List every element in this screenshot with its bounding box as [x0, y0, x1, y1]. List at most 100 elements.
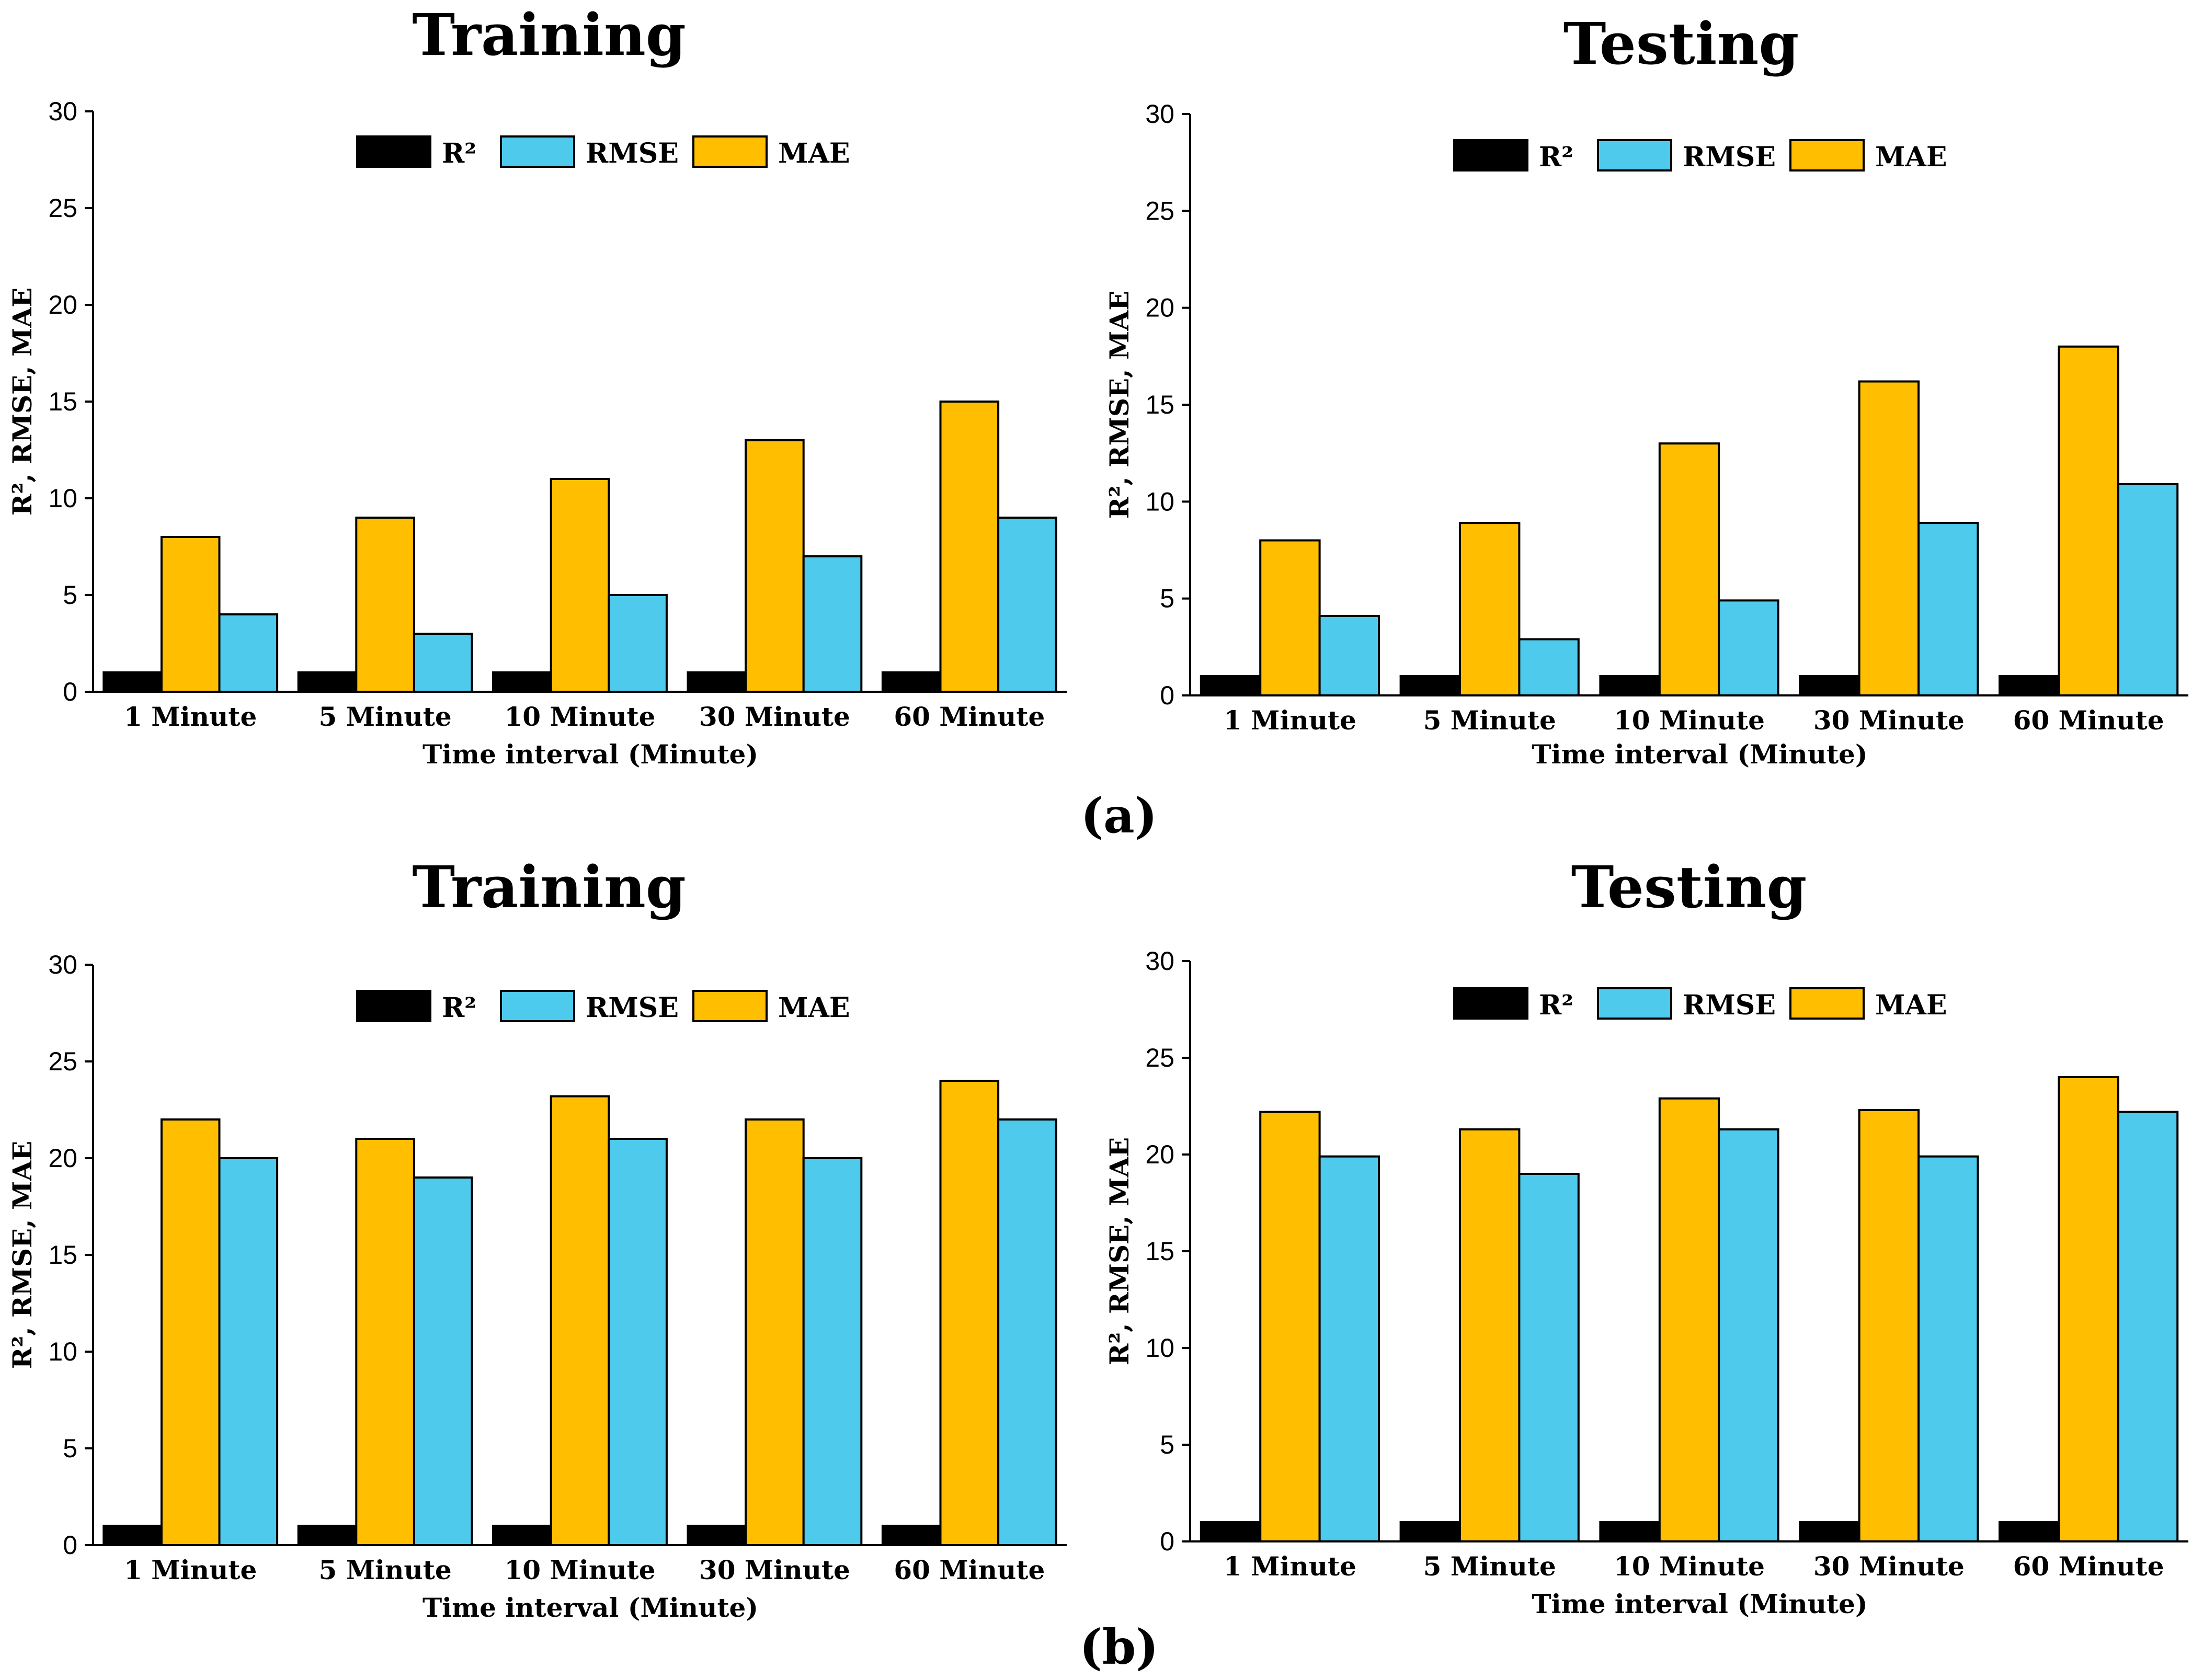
legend-swatch-r2 [356, 135, 431, 168]
bar-rmse-5 [997, 517, 1057, 693]
x-tick-label: 30 Minute [699, 1555, 850, 1585]
legend-label-r2: R² [442, 992, 476, 1024]
bar-mae-5 [2058, 345, 2119, 696]
y-tick-label: 0 [63, 1530, 77, 1560]
bar-r2-5 [1999, 675, 2060, 697]
y-axis-label: R², RMSE, MAE [7, 1141, 38, 1369]
y-tick-label: 30 [1145, 99, 1174, 129]
bar-r2-2 [1399, 675, 1462, 697]
bar-r2-4 [1799, 1521, 1860, 1542]
x-tick-label: 30 Minute [1813, 705, 1965, 736]
legend-swatch-r2 [356, 990, 431, 1022]
x-tick-label: 5 Minute [319, 1555, 452, 1585]
panel-label-b: (b) [1079, 1619, 1158, 1675]
y-tick-label: 0 [1160, 1527, 1174, 1556]
bar-rmse-1 [218, 1157, 279, 1546]
chart-2: Testing 0 5 10 15 20 25 30 R², RMSE, MAE 1 Minute… [1104, 10, 2188, 770]
x-axis-label: Time interval (Minute) [1532, 739, 1867, 770]
panel-label-a: (a) [1081, 787, 1158, 844]
y-axis-label: R², RMSE, MAE [1104, 291, 1135, 519]
legend-swatch-mae [1789, 987, 1865, 1020]
bar-rmse-1 [1318, 615, 1380, 696]
bar-rmse-3 [1718, 599, 1779, 696]
y-tick-label: 20 [48, 1144, 77, 1173]
x-tick-label: 1 Minute [1224, 1551, 1356, 1582]
legend: R² RMSE MAE [356, 990, 850, 1024]
bar-rmse-5 [2117, 1111, 2179, 1543]
x-tick-label: 10 Minute [505, 701, 656, 732]
bar-r2-4 [1799, 675, 1860, 697]
bar-mae-2 [355, 1138, 415, 1546]
bar-rmse-2 [1518, 638, 1580, 697]
y-tick-label: 15 [1145, 1237, 1174, 1266]
y-tick-label: 10 [48, 484, 77, 513]
bar-mae-1 [160, 1118, 221, 1546]
bar-mae-4 [745, 439, 805, 693]
legend-swatch-mae [692, 990, 768, 1022]
bar-r2-1 [102, 1525, 163, 1546]
bar-mae-2 [1459, 1128, 1521, 1542]
bar-mae-3 [1658, 1097, 1720, 1542]
y-tick-label: 0 [1160, 681, 1174, 710]
bar-mae-4 [1858, 380, 1920, 696]
bar-mae-2 [355, 517, 415, 693]
x-tick-label: 1 Minute [124, 1555, 257, 1585]
bar-r2-3 [492, 671, 552, 693]
bar-mae-3 [550, 1095, 610, 1547]
bar-mae-5 [939, 1080, 1000, 1546]
x-tick-label: 60 Minute [2013, 1551, 2164, 1582]
bar-rmse-5 [997, 1118, 1057, 1546]
legend-label-r2: R² [442, 138, 476, 169]
legend-label-r2: R² [1539, 989, 1573, 1021]
bar-r2-2 [297, 671, 358, 693]
bar-rmse-1 [1318, 1155, 1380, 1542]
x-axis-label: Time interval (Minute) [1532, 1588, 1867, 1619]
y-tick-label: 0 [63, 677, 77, 706]
legend-label-mae: MAE [778, 992, 850, 1024]
x-tick-label: 1 Minute [124, 701, 257, 732]
chart-title: Testing [1563, 10, 1799, 77]
bar-r2-5 [1999, 1521, 2060, 1542]
legend-label-mae: MAE [1875, 141, 1947, 173]
x-tick-label: 5 Minute [1423, 705, 1556, 736]
legend-swatch-mae [1789, 139, 1865, 172]
x-axis-label: Time interval (Minute) [423, 739, 758, 770]
y-tick-label: 5 [63, 1434, 77, 1463]
bar-rmse-1 [218, 613, 279, 693]
x-tick-label: 30 Minute [1813, 1551, 1965, 1582]
legend-swatch-r2 [1453, 987, 1528, 1020]
x-tick-label: 60 Minute [894, 1555, 1045, 1585]
chart-3: Training 0 5 10 15 20 25 30 R², RMSE, MAE 1 Minut… [7, 853, 1067, 1623]
x-tick-label: 10 Minute [505, 1555, 656, 1585]
y-tick-label: 10 [1145, 1333, 1174, 1363]
chart-title: Training [412, 1, 686, 68]
y-axis-label: R², RMSE, MAE [7, 288, 38, 516]
y-tick-label: 20 [1145, 293, 1174, 323]
x-tick-label: 60 Minute [894, 701, 1045, 732]
chart-title: Testing [1571, 853, 1807, 921]
x-tick-label: 5 Minute [319, 701, 452, 732]
bar-rmse-2 [1518, 1173, 1580, 1542]
y-tick-label: 25 [1145, 1043, 1174, 1072]
y-tick-label: 15 [1145, 390, 1174, 419]
legend-swatch-rmse [1597, 139, 1672, 172]
bar-rmse-3 [608, 594, 668, 693]
bar-r2-4 [687, 1525, 747, 1546]
x-tick-label: 1 Minute [1224, 705, 1356, 736]
bar-r2-1 [102, 671, 163, 693]
bar-r2-5 [881, 1525, 942, 1546]
bar-rmse-2 [413, 1176, 473, 1546]
legend-swatch-rmse [500, 135, 575, 168]
legend: R² RMSE MAE [356, 135, 850, 169]
y-tick-label: 10 [1145, 487, 1174, 516]
y-tick-label: 5 [63, 580, 77, 610]
legend-label-rmse: RMSE [1683, 141, 1776, 173]
bar-rmse-5 [2117, 483, 2179, 696]
bar-rmse-4 [802, 555, 863, 693]
bar-r2-3 [1599, 675, 1661, 697]
bar-rmse-2 [413, 633, 473, 693]
legend-swatch-rmse [1597, 987, 1672, 1020]
bar-mae-3 [550, 478, 610, 693]
legend-label-rmse: RMSE [586, 992, 679, 1024]
